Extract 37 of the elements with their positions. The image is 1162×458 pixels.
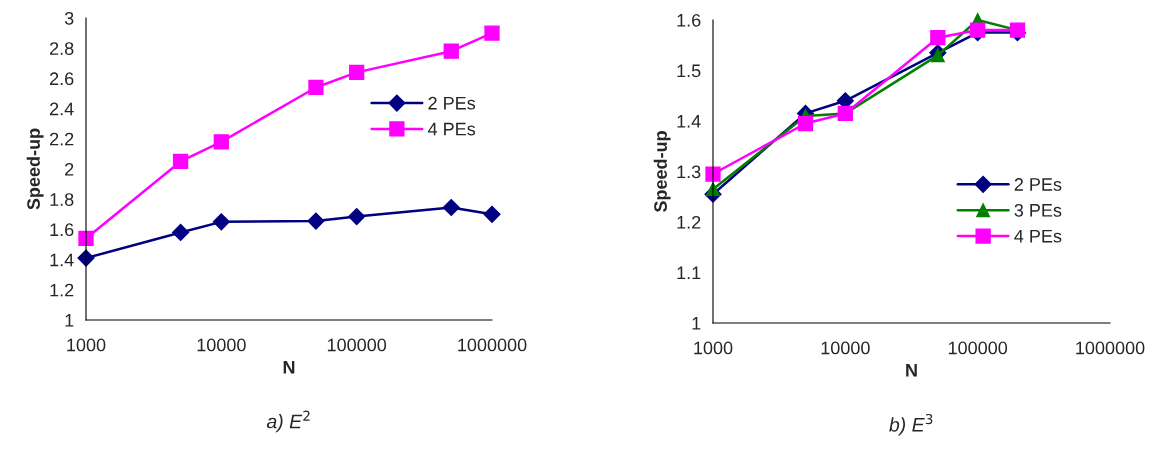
- legend-label: 4 PEs: [1014, 229, 1062, 243]
- y-tick-label: 1.5: [677, 64, 701, 78]
- legend-label: 2 PEs: [428, 96, 476, 110]
- text: a) E$^{2}$: [266, 410, 310, 433]
- y-tick-label: 1.4: [50, 253, 74, 267]
- y-tick-label: 1.2: [677, 215, 701, 229]
- y-tick-label: 1.4: [677, 115, 701, 128]
- x-tick-label: 100000: [327, 338, 387, 352]
- x-axis-title: N: [906, 364, 917, 377]
- y-tick-label: 1.8: [50, 193, 74, 206]
- y-tick-label: 1: [692, 317, 701, 330]
- legend-label: 2 PEs: [1014, 178, 1062, 191]
- y-tick-label: 2.2: [50, 132, 74, 146]
- y-tick-label: 2: [65, 162, 74, 176]
- x-tick-label: 1000: [67, 338, 106, 352]
- y-tick-label: 1: [65, 314, 74, 327]
- x-tick-label: 10000: [821, 341, 870, 355]
- y-axis-title: Speed-up: [26, 128, 44, 210]
- y-tick-label: 3: [64, 11, 74, 25]
- y-tick-label: 1.3: [677, 165, 701, 179]
- x-tick-label: 10000: [197, 338, 246, 352]
- y-tick-label: 1.6: [677, 13, 701, 27]
- y-axis-title: Speed-up: [653, 131, 671, 213]
- y-tick-label: 2.6: [50, 72, 74, 86]
- y-tick-label: 1.6: [50, 223, 74, 237]
- y-tick-label: 2.8: [50, 42, 74, 55]
- text: b) E$^{3}$: [889, 413, 933, 436]
- x-axis-title: N: [283, 361, 295, 374]
- y-tick-label: 1.1: [677, 266, 701, 280]
- y-tick-label: 1.2: [50, 283, 74, 297]
- legend-label: 4 PEs: [427, 122, 476, 136]
- x-tick-label: 1000: [694, 341, 733, 355]
- x-tick-label: 1000000: [458, 338, 527, 352]
- legend-label: 3 PEs: [1014, 203, 1062, 217]
- y-tick-label: 2.4: [50, 102, 74, 116]
- x-tick-label: 100000: [948, 341, 1008, 355]
- x-tick-label: 1000000: [1076, 341, 1145, 355]
